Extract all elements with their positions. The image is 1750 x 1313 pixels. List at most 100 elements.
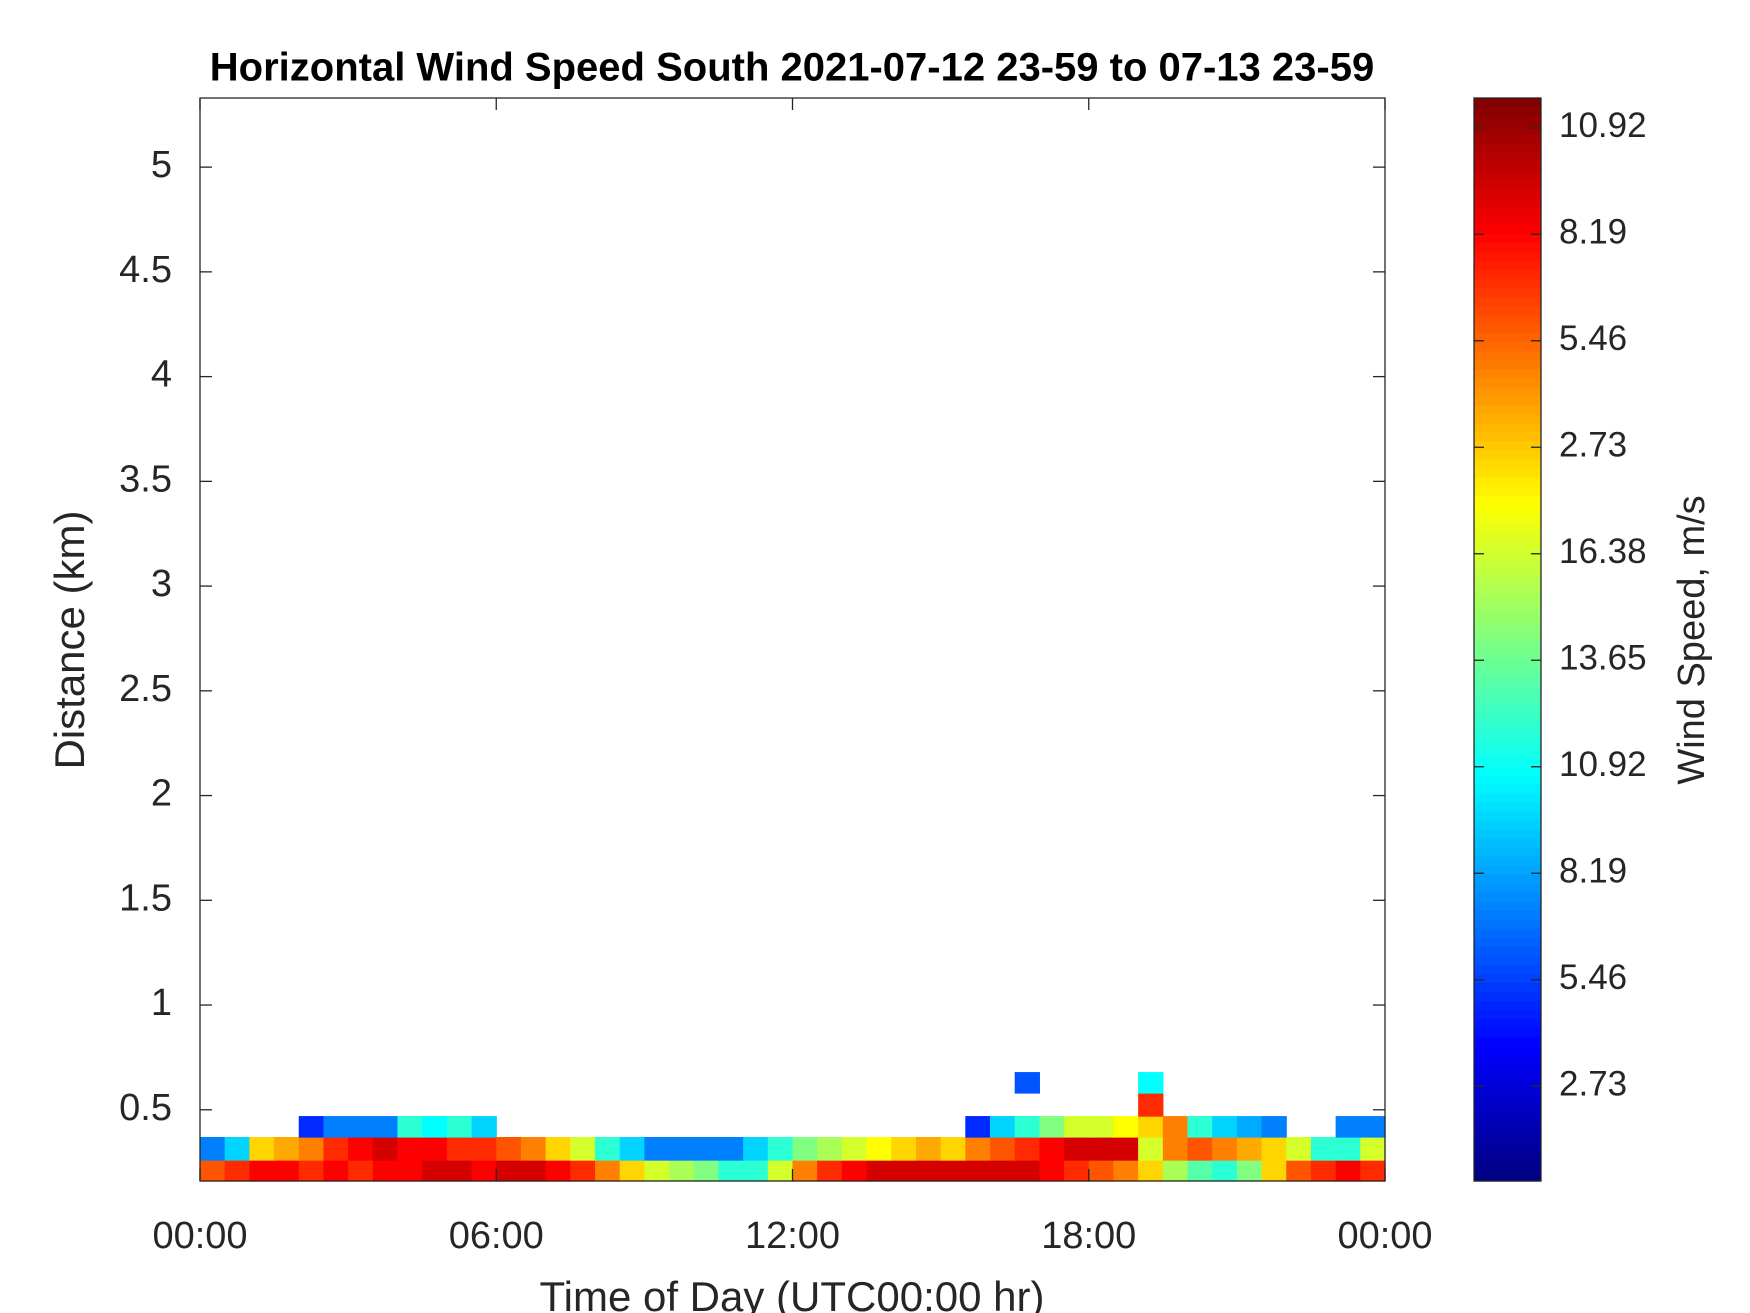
- colorbar-segment: [1474, 585, 1541, 595]
- heatmap-cell: [570, 1137, 596, 1161]
- heatmap-cell: [323, 1137, 349, 1161]
- x-tick-label: 18:00: [1041, 1215, 1136, 1257]
- colorbar-tick-label: 13.65: [1559, 639, 1647, 678]
- colorbar-segment: [1474, 179, 1541, 189]
- heatmap-cell: [965, 1116, 991, 1138]
- heatmap-cell: [224, 1160, 250, 1182]
- colorbar-segment: [1474, 431, 1541, 442]
- colorbar-tick-label: 2.73: [1559, 426, 1627, 465]
- heatmap-cell: [496, 1137, 522, 1161]
- colorbar-segment: [1474, 206, 1541, 216]
- colorbar-segment: [1474, 314, 1541, 325]
- heatmap-cell: [1335, 1137, 1361, 1161]
- heatmap-cell: [891, 1137, 917, 1161]
- heatmap-cell: [693, 1160, 720, 1182]
- colorbar-segment: [1474, 251, 1541, 262]
- colorbar-segment: [1474, 296, 1541, 307]
- heatmap-cell: [570, 1160, 596, 1182]
- colorbar-segment: [1474, 350, 1541, 361]
- colorbar-segment: [1474, 170, 1541, 180]
- heatmap-cell: [767, 1160, 794, 1182]
- heatmap-cell: [718, 1137, 744, 1161]
- heatmap-cell: [298, 1137, 325, 1161]
- heatmap-cell: [841, 1160, 868, 1182]
- heatmap-cell: [1039, 1160, 1065, 1182]
- colorbar-segment: [1474, 449, 1541, 460]
- heatmap-cell: [743, 1160, 769, 1182]
- colorbar-segment: [1474, 1171, 1541, 1182]
- heatmap-cell: [1138, 1093, 1164, 1117]
- colorbar-segment: [1474, 594, 1541, 604]
- colorbar-segment: [1474, 116, 1541, 126]
- colorbar-segment: [1474, 459, 1541, 469]
- heatmap-cell: [940, 1137, 966, 1161]
- heatmap-cell: [520, 1160, 547, 1182]
- colorbar-tick-label: 8.19: [1559, 213, 1627, 252]
- heatmap-cell: [298, 1160, 325, 1182]
- heatmap-cell: [1212, 1160, 1238, 1182]
- x-tick-label: 00:00: [1337, 1215, 1432, 1257]
- heatmap-cell: [915, 1160, 942, 1182]
- colorbar-segment: [1474, 242, 1541, 253]
- heatmap-cell: [249, 1137, 275, 1161]
- colorbar-segment: [1474, 973, 1541, 984]
- y-tick-label: 0.5: [119, 1087, 172, 1129]
- heatmap-cell: [817, 1137, 843, 1161]
- heatmap-cell: [348, 1160, 374, 1182]
- colorbar-segment: [1474, 1135, 1541, 1146]
- plot-frame: [199, 97, 1386, 1182]
- colorbar-segment: [1474, 829, 1541, 839]
- colorbar-segment: [1474, 332, 1541, 343]
- colorbar-segment: [1474, 1036, 1541, 1047]
- heatmap-cell: [520, 1137, 547, 1161]
- colorbar-segment: [1474, 1000, 1541, 1011]
- y-tick-label: 3: [151, 563, 172, 605]
- colorbar-segment: [1474, 1054, 1541, 1065]
- colorbar-segment: [1474, 522, 1541, 532]
- heatmap-cell: [1014, 1137, 1040, 1161]
- heatmap-cell: [1261, 1160, 1287, 1182]
- heatmap-cell: [1310, 1160, 1337, 1182]
- colorbar-segment: [1474, 621, 1541, 632]
- colorbar-segment: [1474, 386, 1541, 397]
- colorbar-segment: [1474, 513, 1541, 523]
- colorbar-segment: [1474, 1018, 1541, 1029]
- colorbar-tick-label: 2.73: [1559, 1064, 1627, 1103]
- heatmap-cell: [965, 1137, 991, 1161]
- heatmap-cell: [397, 1116, 423, 1138]
- heatmap-cell: [1236, 1160, 1263, 1182]
- colorbar-segment: [1474, 702, 1541, 713]
- colorbar-segment: [1474, 955, 1541, 965]
- heatmap-cell: [1286, 1160, 1312, 1182]
- heatmap-cell: [1014, 1116, 1040, 1138]
- heatmap-cell: [249, 1160, 275, 1182]
- heatmap-cell: [1360, 1160, 1386, 1182]
- colorbar-segment: [1474, 684, 1541, 695]
- colorbar-segment: [1474, 648, 1541, 659]
- heatmap-cell: [1261, 1137, 1287, 1161]
- colorbar-segment: [1474, 540, 1541, 550]
- colorbar-segment: [1474, 1090, 1541, 1101]
- heatmap-cell: [841, 1137, 868, 1161]
- y-tick-label: 2: [151, 773, 172, 815]
- heatmap-cell: [1088, 1137, 1115, 1161]
- heatmap-cell: [767, 1137, 794, 1161]
- colorbar-segment: [1474, 1099, 1541, 1110]
- heatmap-cell: [1162, 1160, 1189, 1182]
- colorbar-segment: [1474, 278, 1541, 289]
- heatmap-cell: [1138, 1160, 1164, 1182]
- colorbar-segment: [1474, 341, 1541, 352]
- heatmap-cell: [545, 1160, 571, 1182]
- heatmap-cell: [1236, 1137, 1263, 1161]
- colorbar-segment: [1474, 504, 1541, 514]
- colorbar-segment: [1474, 783, 1541, 794]
- heatmap-cell: [1014, 1160, 1040, 1182]
- colorbar-segment: [1474, 1081, 1541, 1092]
- heatmap-cell: [372, 1160, 399, 1182]
- colorbar-segment: [1474, 1027, 1541, 1038]
- colorbar-segment: [1474, 567, 1541, 577]
- heatmap-cell: [397, 1160, 423, 1182]
- colorbar-tick-label: 16.38: [1559, 532, 1647, 571]
- colorbar-segment: [1474, 801, 1541, 812]
- heatmap-cell: [743, 1137, 769, 1161]
